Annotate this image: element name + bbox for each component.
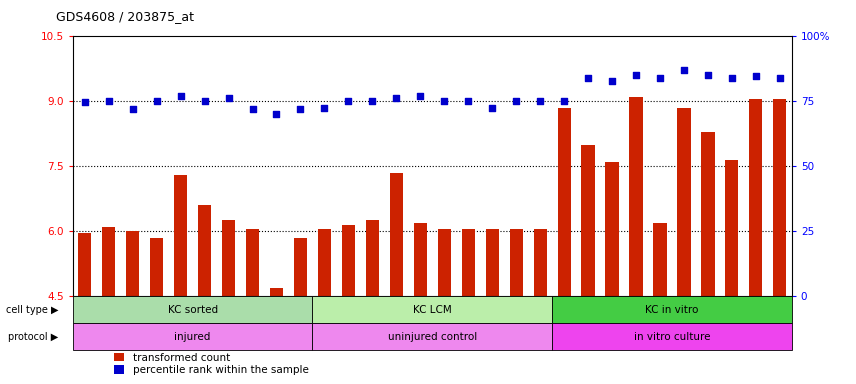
Bar <box>581 145 595 296</box>
Bar <box>533 229 547 296</box>
Text: KC sorted: KC sorted <box>168 305 217 315</box>
Point <box>725 74 739 81</box>
Point <box>653 74 667 81</box>
Bar <box>485 229 499 296</box>
Bar <box>312 296 552 323</box>
Bar <box>294 238 307 296</box>
Bar <box>270 288 283 296</box>
Bar <box>312 323 552 350</box>
Point <box>294 106 307 112</box>
Bar <box>150 238 163 296</box>
Text: KC LCM: KC LCM <box>413 305 452 315</box>
Point <box>485 105 499 111</box>
Text: uninjured control: uninjured control <box>388 332 477 342</box>
Bar <box>701 132 715 296</box>
Point <box>246 106 259 112</box>
Point <box>413 93 427 99</box>
Point <box>366 98 379 104</box>
Point <box>222 95 235 101</box>
Point <box>150 98 163 104</box>
Bar <box>557 108 571 296</box>
Point <box>126 106 140 112</box>
Bar <box>174 175 187 296</box>
Bar <box>198 205 211 296</box>
Point <box>342 98 355 104</box>
Bar <box>677 108 691 296</box>
Point <box>174 93 187 99</box>
Bar <box>629 97 643 296</box>
Point <box>533 98 547 104</box>
Bar <box>605 162 619 296</box>
Point <box>629 71 643 78</box>
Text: in vitro culture: in vitro culture <box>633 332 710 342</box>
Bar <box>366 220 379 296</box>
Point <box>749 73 763 79</box>
Bar <box>342 225 355 296</box>
Point <box>677 67 691 73</box>
Point <box>389 95 403 101</box>
Bar <box>73 323 312 350</box>
Bar <box>552 323 792 350</box>
Text: injured: injured <box>175 332 211 342</box>
Point <box>701 71 715 78</box>
Text: protocol ▶: protocol ▶ <box>8 332 58 342</box>
Bar <box>725 160 739 296</box>
Point <box>773 74 787 81</box>
Bar <box>78 233 92 296</box>
Bar <box>126 231 140 296</box>
Point <box>581 74 595 81</box>
Point <box>270 111 283 117</box>
Text: cell type ▶: cell type ▶ <box>6 305 58 315</box>
Point <box>461 98 475 104</box>
Bar <box>461 229 475 296</box>
Text: KC in vitro: KC in vitro <box>645 305 698 315</box>
Bar <box>73 296 312 323</box>
Bar <box>102 227 116 296</box>
Bar <box>246 229 259 296</box>
Bar <box>413 223 427 296</box>
Point <box>509 98 523 104</box>
Bar <box>773 99 787 296</box>
Bar <box>222 220 235 296</box>
Point <box>102 98 116 104</box>
Text: GDS4608 / 203875_at: GDS4608 / 203875_at <box>56 10 193 23</box>
Bar <box>509 229 523 296</box>
Bar <box>389 173 403 296</box>
Legend: transformed count, percentile rank within the sample: transformed count, percentile rank withi… <box>114 353 308 375</box>
Bar <box>749 99 763 296</box>
Bar <box>552 296 792 323</box>
Point <box>198 98 211 104</box>
Bar <box>437 229 451 296</box>
Point <box>437 98 451 104</box>
Bar <box>653 223 667 296</box>
Bar <box>318 229 331 296</box>
Point <box>78 99 92 105</box>
Point <box>605 78 619 84</box>
Point <box>557 98 571 104</box>
Point <box>318 105 331 111</box>
